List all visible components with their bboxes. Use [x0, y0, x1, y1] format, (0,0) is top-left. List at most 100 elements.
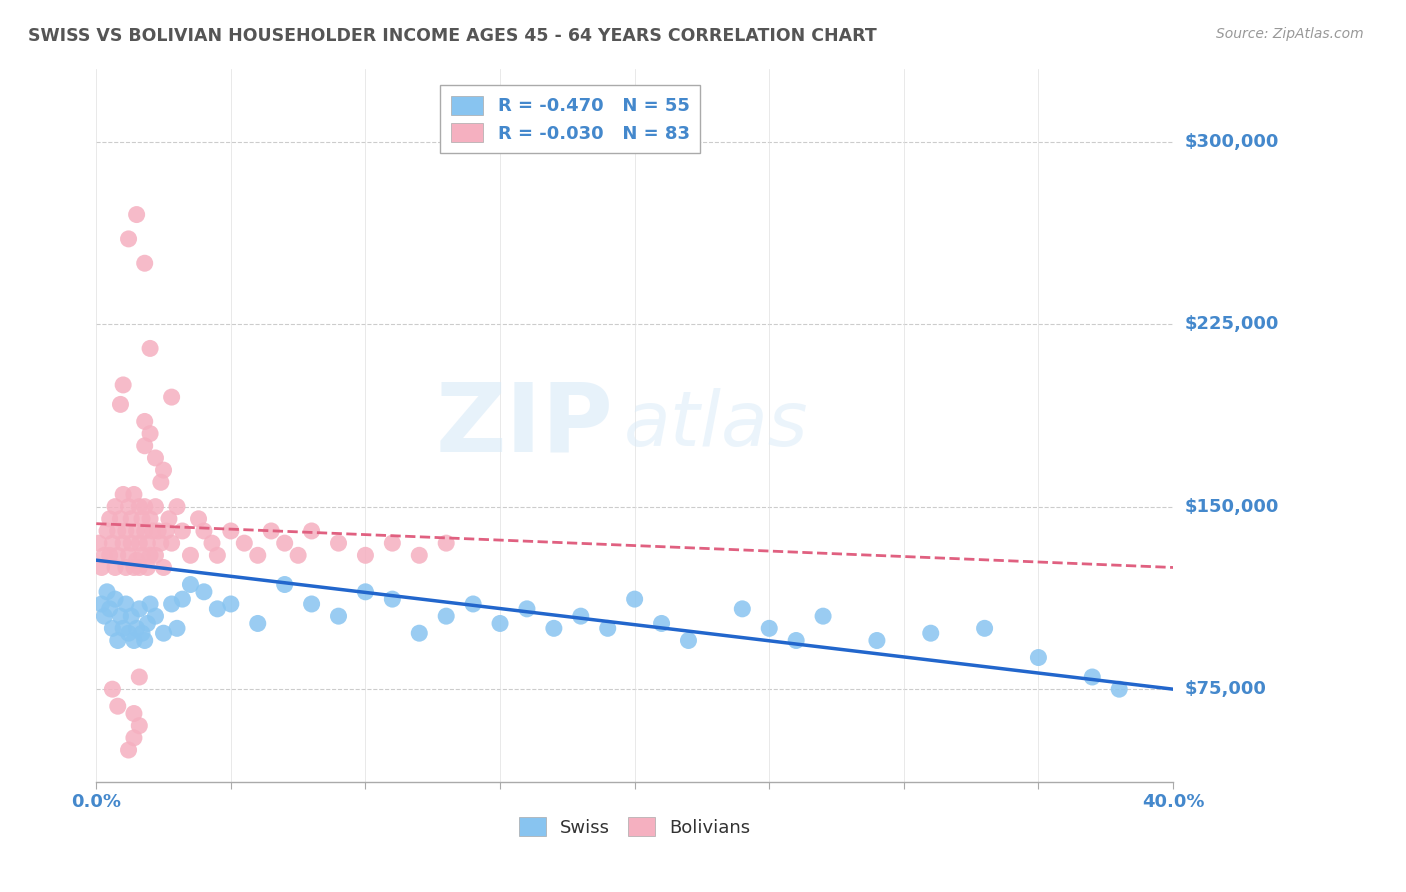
Point [117, 549, 139, 563]
Point [115, 597, 138, 611]
Point [246, 616, 269, 631]
Point [623, 592, 645, 607]
Point [569, 609, 592, 624]
Point [107, 699, 129, 714]
Point [134, 500, 156, 514]
Text: atlas: atlas [624, 388, 808, 462]
Point [160, 390, 183, 404]
Point [172, 592, 194, 607]
Point [139, 549, 162, 563]
Point [408, 549, 430, 563]
Point [152, 560, 174, 574]
Point [301, 524, 323, 538]
Point [125, 621, 148, 635]
Point [98, 512, 121, 526]
Point [93, 549, 115, 563]
Point [107, 524, 129, 538]
Point [651, 616, 673, 631]
Point [1028, 650, 1050, 665]
Point [179, 577, 201, 591]
Point [149, 475, 172, 490]
Point [128, 500, 150, 514]
Point [785, 633, 807, 648]
Point [811, 609, 834, 624]
Point [90, 560, 112, 574]
Point [107, 549, 129, 563]
Point [219, 524, 242, 538]
Point [166, 621, 188, 635]
Point [117, 500, 139, 514]
Point [139, 512, 162, 526]
Point [107, 633, 129, 648]
Point [160, 536, 183, 550]
Point [128, 719, 150, 733]
Point [115, 524, 138, 538]
Point [260, 524, 283, 538]
Point [136, 616, 159, 631]
Point [112, 621, 135, 635]
Point [110, 397, 132, 411]
Point [157, 512, 180, 526]
Point [155, 524, 177, 538]
Point [134, 524, 156, 538]
Point [381, 536, 404, 550]
Point [112, 378, 135, 392]
Point [90, 597, 112, 611]
Point [134, 256, 156, 270]
Point [461, 597, 484, 611]
Text: $300,000: $300,000 [1184, 133, 1278, 151]
Point [117, 743, 139, 757]
Point [149, 536, 172, 550]
Point [145, 609, 167, 624]
Point [104, 500, 127, 514]
Point [434, 536, 457, 550]
Text: SWISS VS BOLIVIAN HOUSEHOLDER INCOME AGES 45 - 64 YEARS CORRELATION CHART: SWISS VS BOLIVIAN HOUSEHOLDER INCOME AGE… [28, 27, 877, 45]
Point [1081, 670, 1104, 684]
Point [136, 536, 159, 550]
Point [125, 553, 148, 567]
Point [125, 524, 148, 538]
Point [122, 633, 145, 648]
Point [489, 616, 512, 631]
Point [328, 536, 350, 550]
Point [101, 536, 124, 550]
Point [408, 626, 430, 640]
Point [98, 602, 121, 616]
Point [120, 536, 142, 550]
Text: ZIP: ZIP [436, 378, 613, 472]
Point [125, 208, 148, 222]
Point [104, 560, 127, 574]
Legend: Swiss, Bolivians: Swiss, Bolivians [512, 810, 758, 844]
Point [136, 560, 159, 574]
Point [172, 524, 194, 538]
Point [152, 463, 174, 477]
Point [112, 487, 135, 501]
Point [381, 592, 404, 607]
Text: Source: ZipAtlas.com: Source: ZipAtlas.com [1216, 27, 1364, 41]
Point [131, 549, 153, 563]
Point [142, 524, 165, 538]
Point [134, 414, 156, 428]
Point [101, 682, 124, 697]
Point [301, 597, 323, 611]
Point [758, 621, 780, 635]
Point [273, 577, 295, 591]
Point [596, 621, 619, 635]
Point [219, 597, 242, 611]
Point [543, 621, 565, 635]
Point [120, 512, 142, 526]
Point [87, 536, 110, 550]
Point [139, 426, 162, 441]
Point [866, 633, 889, 648]
Point [122, 706, 145, 721]
Point [678, 633, 700, 648]
Point [120, 609, 142, 624]
Point [145, 450, 167, 465]
Point [146, 524, 169, 538]
Point [139, 597, 162, 611]
Point [731, 602, 754, 616]
Point [145, 500, 167, 514]
Point [193, 524, 215, 538]
Point [434, 609, 457, 624]
Point [110, 609, 132, 624]
